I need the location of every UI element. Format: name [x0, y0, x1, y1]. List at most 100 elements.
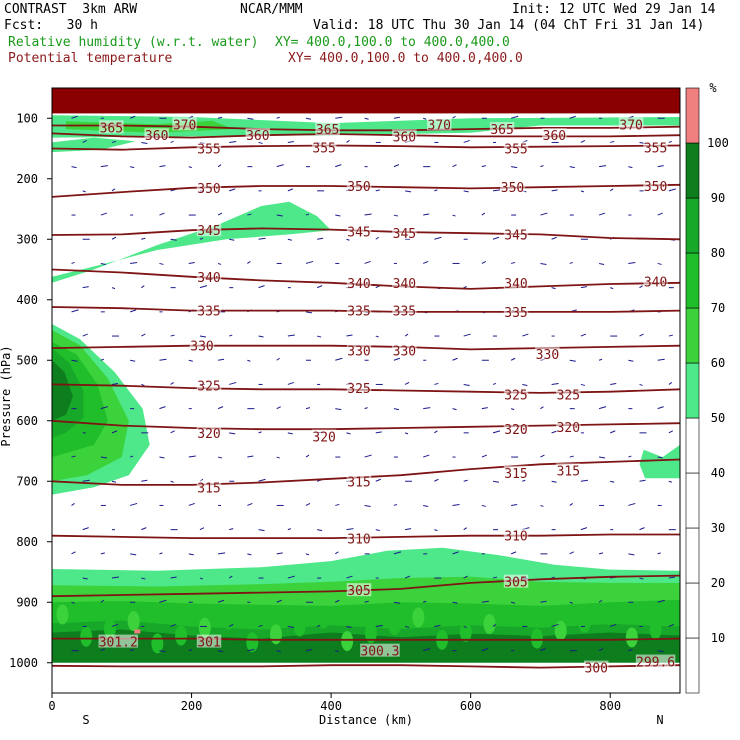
wind-arrow — [82, 286, 89, 289]
wind-arrow — [551, 189, 558, 192]
rh-texture-blob — [530, 628, 543, 649]
contour-label-bg — [556, 387, 581, 401]
wind-arrow — [657, 650, 664, 653]
wind-arrow — [258, 529, 265, 532]
wind-arrow — [540, 648, 546, 652]
wind-arrow — [423, 648, 431, 652]
contour-label-bg — [189, 338, 215, 352]
wind-arrow — [159, 262, 164, 265]
contour-label-bg — [196, 378, 222, 392]
forecast-hour: Fcst: 30 h — [4, 18, 98, 33]
rh-texture-blob — [222, 609, 235, 630]
wind-arrow — [657, 358, 665, 361]
wind-arrow — [71, 309, 79, 313]
wind-arrow — [364, 213, 372, 216]
x-tick-label: 800 — [599, 699, 621, 713]
colorbar-segment — [685, 362, 700, 419]
wind-arrow — [364, 260, 371, 264]
contour-label: 330 — [190, 340, 213, 355]
wind-arrow — [159, 406, 166, 410]
wind-arrow — [129, 455, 134, 458]
contour-label-bg — [643, 140, 668, 154]
wind-arrow — [452, 214, 456, 217]
wind-arrow — [305, 649, 313, 652]
wind-arrow — [610, 140, 615, 143]
contour-label: 300.3 — [360, 645, 399, 660]
wind-arrow — [159, 599, 167, 603]
contour-label: 335 — [197, 305, 220, 320]
wind-arrow — [82, 190, 86, 193]
wind-arrow — [423, 454, 430, 458]
colorbar-tick-label: 70 — [711, 301, 725, 315]
colorbar-segment — [685, 527, 700, 584]
contour-label-bg — [196, 141, 222, 155]
rh-texture-blob — [175, 625, 188, 646]
contour-label-bg — [346, 531, 372, 545]
contour-label-bg — [346, 179, 372, 193]
wind-arrow — [247, 502, 253, 506]
y-tick-label: 300 — [16, 232, 38, 246]
wind-arrow — [276, 650, 281, 653]
rh-texture-blob — [364, 623, 377, 644]
wind-arrow — [423, 213, 430, 216]
wind-arrow — [598, 552, 604, 555]
wind-arrow — [258, 237, 266, 240]
contour-label-bg — [500, 180, 525, 194]
wind-arrow — [492, 236, 500, 240]
contour-label-bg — [556, 463, 581, 477]
wind-arrow — [639, 333, 644, 337]
wind-arrow — [287, 188, 294, 192]
field1-title: Relative humidity (w.r.t. water) — [8, 35, 259, 50]
rh-texture-blob — [412, 607, 425, 628]
wind-arrow — [510, 551, 517, 555]
wind-arrow — [71, 359, 78, 362]
contour-label: 355 — [312, 141, 335, 156]
init-time: Init: 12 UTC Wed 29 Jan 14 — [512, 2, 716, 17]
wind-arrow — [346, 238, 350, 241]
wind-arrow — [492, 480, 500, 483]
wind-arrow — [657, 262, 662, 265]
wind-arrow — [130, 502, 138, 506]
contour-label: 365 — [490, 123, 513, 138]
wind-arrow — [217, 116, 223, 119]
rh-texture-blob — [56, 604, 69, 625]
wind-arrow — [247, 553, 252, 556]
wind-arrow — [492, 624, 497, 627]
wind-arrow — [316, 285, 323, 289]
wind-arrow — [111, 430, 118, 434]
wind-arrow — [639, 577, 644, 580]
contour-label: 299.6 — [636, 656, 675, 671]
rh-tongue — [52, 201, 332, 283]
wind-arrow — [287, 238, 292, 241]
wind-arrow — [423, 504, 429, 507]
wind-arrow — [540, 165, 544, 168]
wind-arrow — [364, 454, 372, 458]
wind-arrow — [364, 504, 371, 507]
wind-arrow — [305, 311, 313, 314]
wind-arrow — [522, 383, 528, 386]
contour-label-bg — [98, 634, 139, 648]
rh-texture-blob — [578, 612, 591, 633]
wind-arrow — [111, 480, 117, 483]
contour-label: 360 — [145, 129, 168, 144]
contour-label: 345 — [504, 228, 527, 243]
wind-arrow — [335, 599, 340, 603]
wind-arrow — [305, 503, 311, 506]
x-axis-label: Distance (km) — [319, 713, 413, 727]
wind-arrow — [598, 165, 607, 168]
wind-arrow — [188, 166, 192, 169]
wind-arrow — [287, 575, 295, 579]
contour-label: 335 — [347, 305, 370, 320]
wind-arrow — [609, 188, 614, 192]
contour-label-bg — [311, 429, 337, 443]
contour-label-bg — [346, 343, 372, 357]
wind-arrow — [317, 529, 323, 532]
contour-label-bg — [311, 140, 337, 154]
wind-arrow — [229, 238, 235, 241]
wind-arrow — [276, 599, 282, 603]
wind-arrow — [141, 383, 145, 386]
wind-arrow — [511, 166, 518, 169]
wind-arrow — [434, 236, 442, 240]
wind-arrow — [159, 456, 165, 459]
wind-arrow — [481, 454, 488, 458]
